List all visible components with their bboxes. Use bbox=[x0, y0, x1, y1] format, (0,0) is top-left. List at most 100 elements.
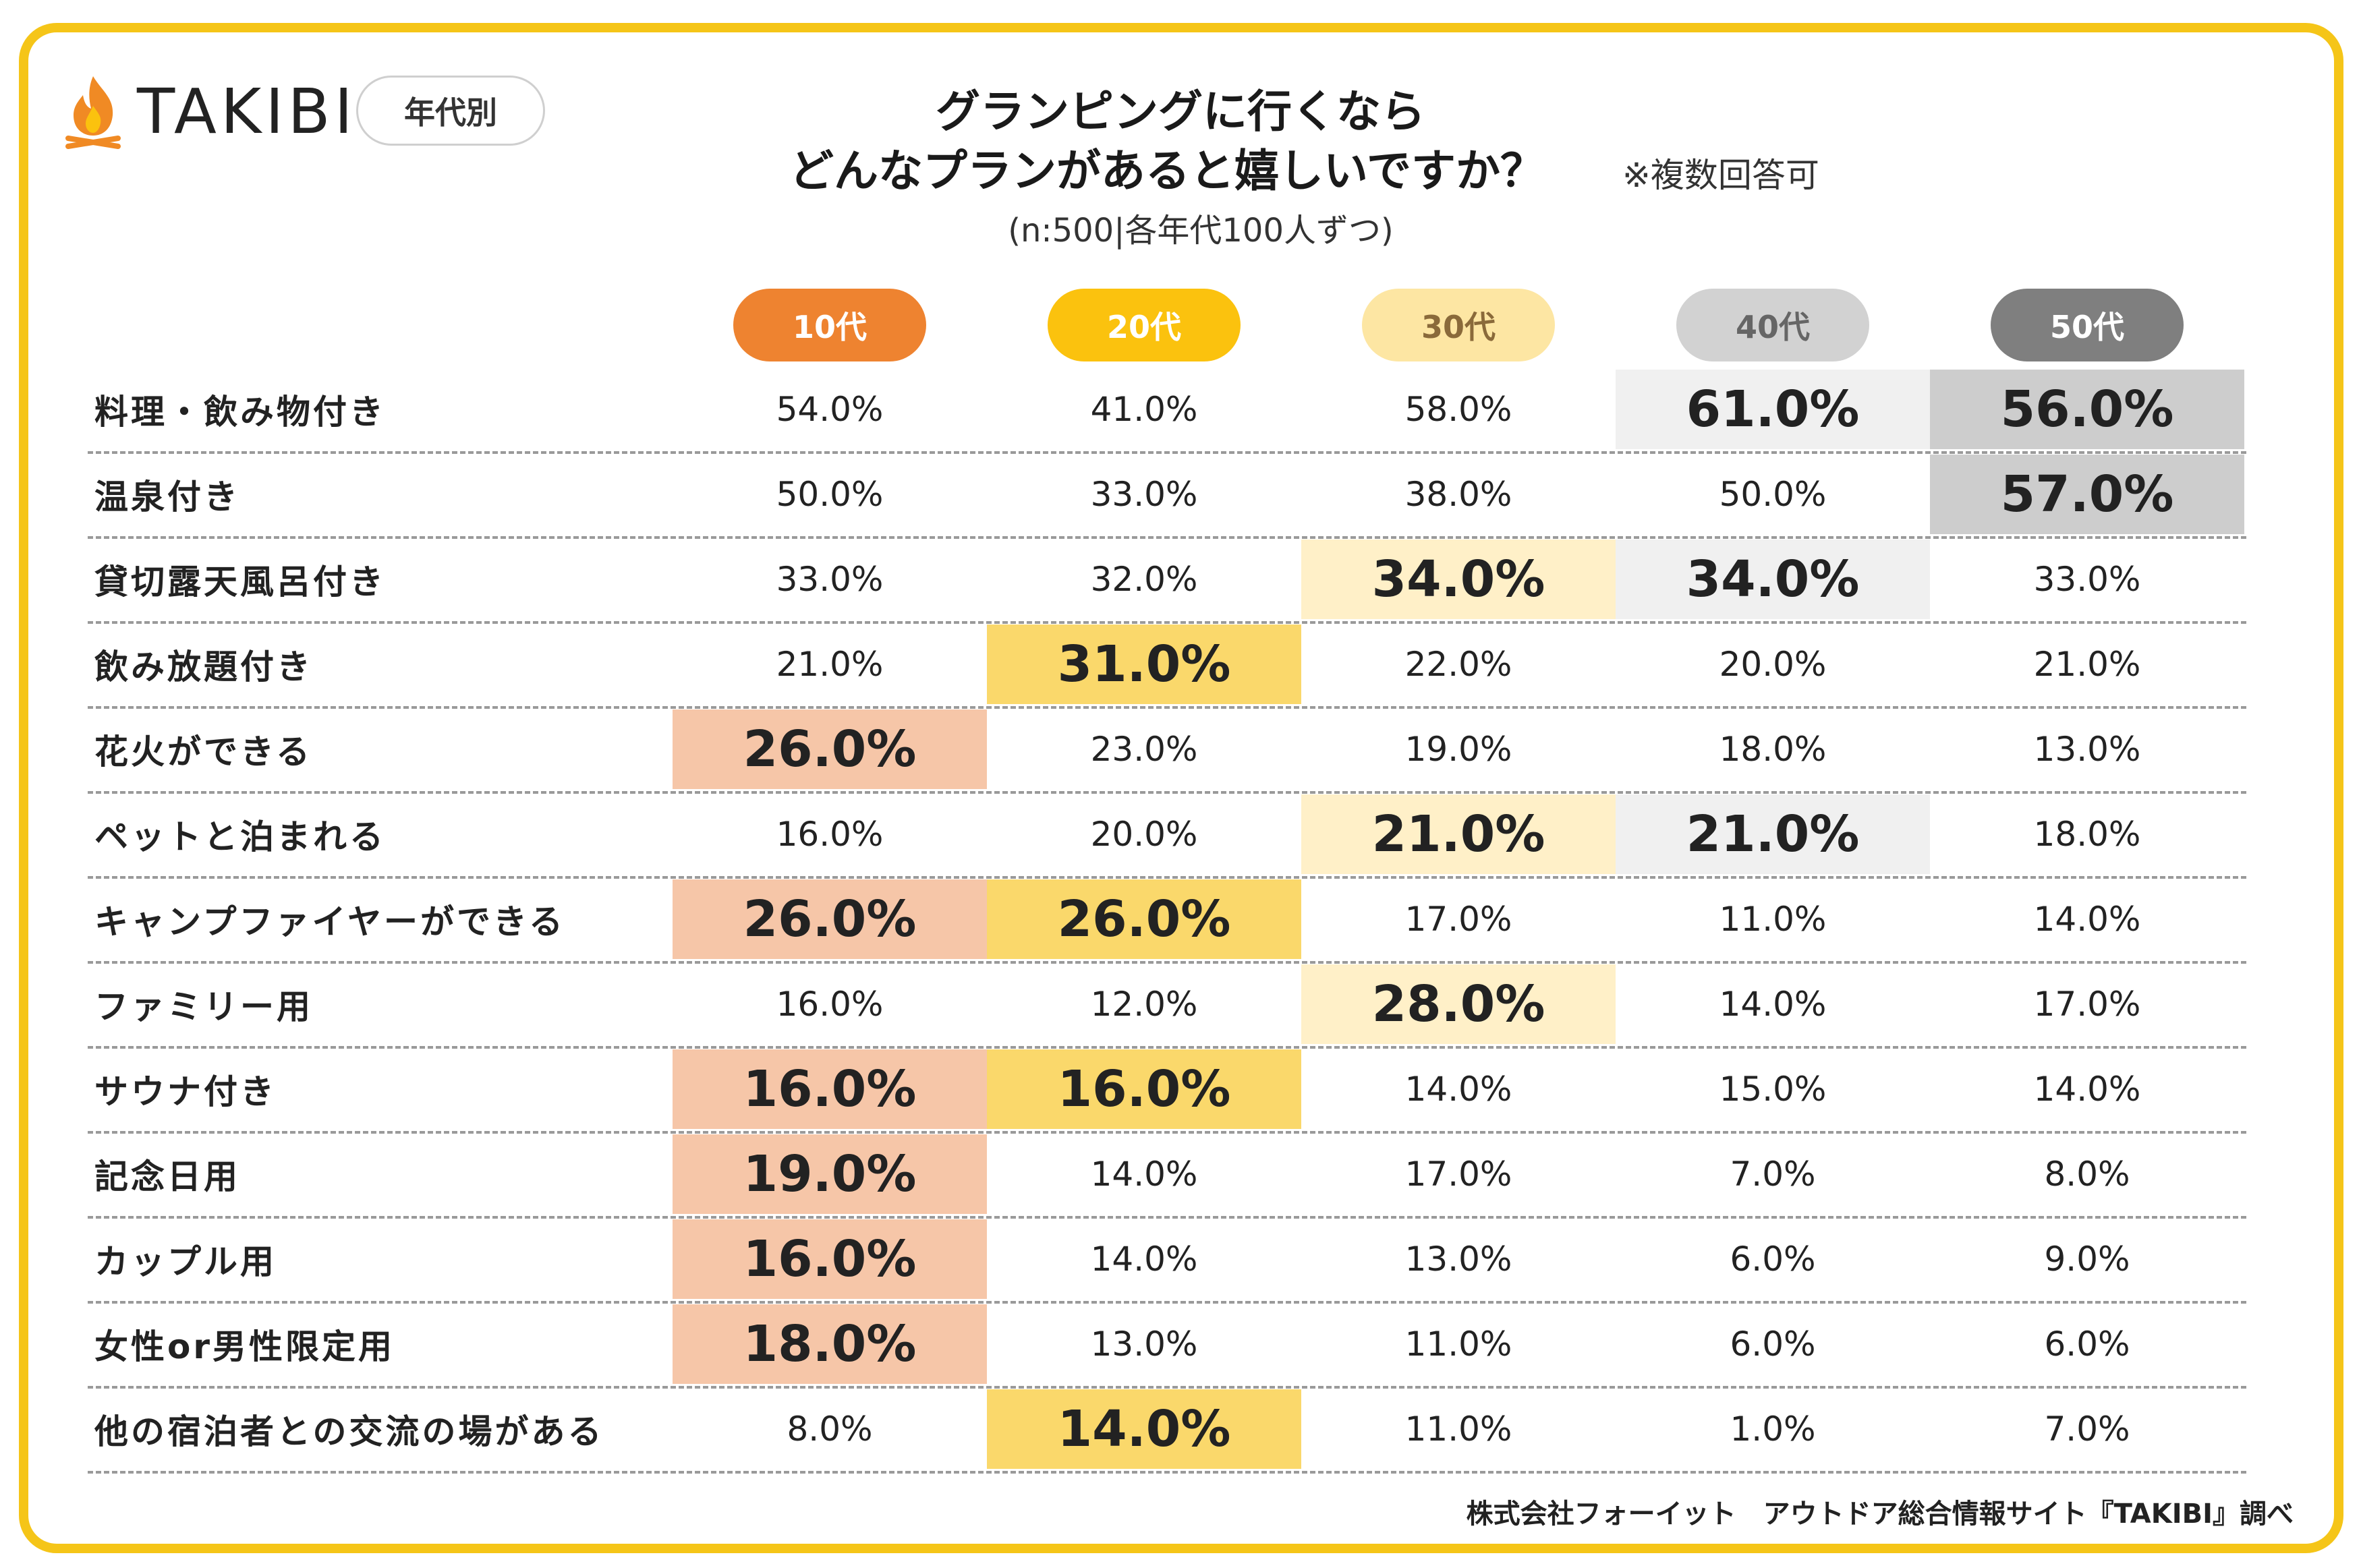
value-cell: 1.0% bbox=[1730, 1410, 1816, 1449]
value-cell: 21.0% bbox=[776, 645, 884, 684]
value-cell: 8.0% bbox=[787, 1410, 873, 1449]
row-label: サウナ付き bbox=[94, 1072, 277, 1111]
highlighted-value-cell: 26.0% bbox=[987, 879, 1301, 959]
value-cell: 13.0% bbox=[1090, 1325, 1198, 1364]
value-cell: 6.0% bbox=[1730, 1325, 1816, 1364]
row-separator bbox=[88, 1131, 2246, 1134]
value-cell: 50.0% bbox=[776, 475, 884, 514]
row-label: ファミリー用 bbox=[94, 987, 313, 1026]
value-cell: 12.0% bbox=[1090, 985, 1198, 1024]
value-cell: 20.0% bbox=[1090, 815, 1198, 854]
column-header-5: 50代 bbox=[1991, 289, 2184, 361]
column-header-3: 30代 bbox=[1362, 289, 1555, 361]
column-header-2: 20代 bbox=[1048, 289, 1241, 361]
value-cell: 17.0% bbox=[2033, 985, 2141, 1024]
highlighted-value-cell: 19.0% bbox=[673, 1134, 987, 1214]
row-label: 温泉付き bbox=[94, 477, 240, 517]
highlighted-value-cell: 26.0% bbox=[673, 879, 987, 959]
value-cell: 16.0% bbox=[776, 815, 884, 854]
value-cell: 23.0% bbox=[1090, 730, 1198, 769]
row-separator bbox=[88, 1301, 2246, 1304]
highlighted-value-cell: 28.0% bbox=[1301, 964, 1616, 1044]
highlighted-value-cell: 16.0% bbox=[673, 1049, 987, 1129]
value-cell: 54.0% bbox=[776, 390, 884, 429]
value-cell: 11.0% bbox=[1404, 1410, 1512, 1449]
row-label: カップル用 bbox=[94, 1242, 277, 1281]
row-separator bbox=[88, 706, 2246, 709]
row-separator bbox=[88, 621, 2246, 624]
row-label: 女性or男性限定用 bbox=[94, 1327, 395, 1366]
row-label: 花火ができる bbox=[94, 732, 312, 772]
value-cell: 16.0% bbox=[776, 985, 884, 1024]
value-cell: 32.0% bbox=[1090, 560, 1198, 599]
row-label: 料理・飲み物付き bbox=[94, 393, 386, 432]
value-cell: 7.0% bbox=[1730, 1155, 1816, 1194]
flame-icon bbox=[65, 76, 121, 149]
card-frame bbox=[19, 23, 2343, 1553]
value-cell: 33.0% bbox=[776, 560, 884, 599]
row-label: 記念日用 bbox=[94, 1157, 240, 1196]
value-cell: 38.0% bbox=[1404, 475, 1512, 514]
value-cell: 17.0% bbox=[1404, 900, 1512, 939]
highlighted-value-cell: 61.0% bbox=[1616, 370, 1930, 449]
value-cell: 58.0% bbox=[1404, 390, 1512, 429]
value-cell: 14.0% bbox=[2033, 900, 2141, 939]
value-cell: 14.0% bbox=[1719, 985, 1827, 1024]
value-cell: 6.0% bbox=[1730, 1240, 1816, 1279]
row-separator bbox=[88, 1386, 2246, 1389]
value-cell: 41.0% bbox=[1090, 390, 1198, 429]
value-cell: 19.0% bbox=[1404, 730, 1512, 769]
value-cell: 18.0% bbox=[1719, 730, 1827, 769]
row-label: 飲み放題付き bbox=[94, 647, 313, 687]
value-cell: 15.0% bbox=[1719, 1070, 1827, 1109]
value-cell: 13.0% bbox=[1404, 1240, 1512, 1279]
highlighted-value-cell: 21.0% bbox=[1616, 794, 1930, 874]
value-cell: 33.0% bbox=[2033, 560, 2141, 599]
row-separator bbox=[88, 791, 2246, 794]
value-cell: 14.0% bbox=[1404, 1070, 1512, 1109]
chart-title-line2: どんなプランがあると嬉しいですか？ bbox=[789, 145, 1545, 197]
row-label: 他の宿泊者との交流の場がある bbox=[94, 1412, 604, 1451]
column-header-1: 10代 bbox=[733, 289, 926, 361]
row-separator bbox=[88, 961, 2246, 964]
value-cell: 7.0% bbox=[2044, 1410, 2130, 1449]
column-header-4: 40代 bbox=[1676, 289, 1869, 361]
highlighted-value-cell: 34.0% bbox=[1616, 540, 1930, 619]
highlighted-value-cell: 57.0% bbox=[1930, 455, 2244, 534]
value-cell: 13.0% bbox=[2033, 730, 2141, 769]
value-cell: 6.0% bbox=[2044, 1325, 2130, 1364]
source-footer: 株式会社フォーイット アウトドア総合情報サイト『TAKIBI』調べ bbox=[1466, 1499, 2294, 1530]
value-cell: 11.0% bbox=[1719, 900, 1827, 939]
row-label: 貸切露天風呂付き bbox=[94, 562, 386, 602]
value-cell: 20.0% bbox=[1719, 645, 1827, 684]
row-separator bbox=[88, 1216, 2246, 1219]
row-separator bbox=[88, 1046, 2246, 1049]
highlighted-value-cell: 14.0% bbox=[987, 1389, 1301, 1469]
value-cell: 14.0% bbox=[2033, 1070, 2141, 1109]
highlighted-value-cell: 18.0% bbox=[673, 1304, 987, 1384]
row-label: キャンプファイヤーができる bbox=[94, 902, 565, 941]
row-separator bbox=[88, 876, 2246, 879]
value-cell: 14.0% bbox=[1090, 1240, 1198, 1279]
value-cell: 17.0% bbox=[1404, 1155, 1512, 1194]
row-label: ペットと泊まれる bbox=[94, 817, 386, 856]
brand-name: TAKIBI bbox=[137, 75, 357, 148]
highlighted-value-cell: 34.0% bbox=[1301, 540, 1616, 619]
highlighted-value-cell: 26.0% bbox=[673, 709, 987, 789]
highlighted-value-cell: 56.0% bbox=[1930, 370, 2244, 449]
value-cell: 8.0% bbox=[2044, 1155, 2130, 1194]
value-cell: 11.0% bbox=[1404, 1325, 1512, 1364]
chart-title-line1: グランピングに行くなら bbox=[936, 86, 1425, 138]
row-separator bbox=[88, 1471, 2246, 1474]
value-cell: 18.0% bbox=[2033, 815, 2141, 854]
value-cell: 50.0% bbox=[1719, 475, 1827, 514]
highlighted-value-cell: 16.0% bbox=[987, 1049, 1301, 1129]
highlighted-value-cell: 16.0% bbox=[673, 1219, 987, 1299]
row-separator bbox=[88, 451, 2246, 454]
age-group-tag: 年代別 bbox=[356, 76, 545, 146]
row-separator bbox=[88, 536, 2246, 539]
highlighted-value-cell: 21.0% bbox=[1301, 794, 1616, 874]
value-cell: 21.0% bbox=[2033, 645, 2141, 684]
highlighted-value-cell: 31.0% bbox=[987, 625, 1301, 704]
sample-size-subtitle: (n:500|各年代100人ずつ) bbox=[1008, 212, 1394, 250]
